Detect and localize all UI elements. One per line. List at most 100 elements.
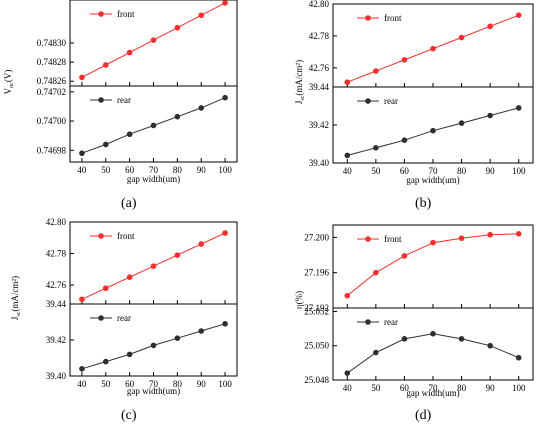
- data-point-rear: [102, 141, 109, 148]
- data-point-rear: [344, 152, 351, 159]
- data-point-rear: [401, 336, 408, 342]
- legend-marker-rear: [98, 97, 104, 103]
- x-tick-label: 60: [125, 165, 135, 175]
- data-point-front: [401, 253, 408, 259]
- legend-marker-front: [365, 15, 371, 21]
- y-tick-label: 42.78: [46, 249, 67, 259]
- y-tick-label: 0.74830: [37, 38, 67, 48]
- subplot-front: 27.192 27.196 27.200 front: [304, 224, 534, 313]
- legend-marker-rear: [365, 98, 371, 104]
- data-point-rear: [344, 370, 351, 376]
- data-point-front: [430, 45, 436, 52]
- x-tick-label: 70: [149, 165, 159, 175]
- legend-label-front: front: [384, 13, 402, 23]
- data-point-rear: [79, 150, 85, 157]
- y-tick-label: 39.42: [309, 120, 329, 130]
- data-point-rear: [174, 113, 181, 120]
- x-tick-label: 80: [457, 166, 467, 176]
- data-point-front: [430, 239, 436, 246]
- subplot-rear: 39.40 39.42 39.44 rear: [46, 299, 238, 381]
- data-point-rear: [458, 336, 465, 342]
- data-point-front: [102, 62, 109, 68]
- legend-label-rear: rear: [117, 95, 131, 105]
- data-point-rear: [150, 122, 157, 129]
- x-tick-label: 90: [197, 165, 207, 175]
- subplot-rear: 39.40 39.42 39.44 rear: [309, 82, 534, 168]
- x-tick-label: 50: [101, 165, 111, 175]
- data-point-rear: [198, 105, 205, 111]
- legend-label-front: front: [384, 234, 402, 244]
- subplot-front: 42.76 42.78 42.80 front: [46, 217, 238, 305]
- data-point-rear: [458, 120, 465, 126]
- y-tick-label: 0.74702: [37, 87, 66, 97]
- data-point-rear: [515, 354, 522, 361]
- y-tick-label: 39.44: [46, 299, 67, 309]
- data-point-rear: [126, 131, 133, 138]
- y-tick-label: 25.050: [304, 341, 329, 351]
- data-point-front: [487, 231, 493, 238]
- y-tick-label: 39.40: [46, 371, 67, 381]
- data-point-front: [150, 263, 157, 269]
- subplot-rear: 0.74698 0.74700 0.74702 rear: [37, 85, 238, 163]
- x-tick-label: 80: [173, 379, 183, 389]
- data-point-rear: [198, 328, 205, 334]
- y-tick-label: 27.196: [304, 268, 329, 278]
- data-point-rear: [515, 105, 522, 111]
- x-tick-label: 80: [457, 383, 467, 393]
- y-tick-label: 25.048: [304, 375, 329, 385]
- data-point-front: [79, 296, 85, 303]
- legend-marker-front: [98, 11, 104, 17]
- data-point-front: [174, 252, 181, 258]
- x-tick-label: 90: [197, 379, 207, 389]
- x-axis-label: gap width(um): [127, 386, 180, 396]
- data-point-rear: [222, 321, 228, 327]
- y-tick-label: 0.74698: [37, 145, 67, 155]
- series-line-rear: [347, 333, 519, 374]
- x-axis-label: gap width(um): [406, 175, 459, 185]
- chart-panel-d: 27.192 27.196 27.200 front 25.048 25.050 25.05…: [294, 224, 534, 398]
- panel-label-c: (c): [121, 408, 137, 423]
- data-point-rear: [222, 94, 228, 101]
- x-tick-label: 100: [218, 379, 232, 389]
- data-point-front: [344, 79, 351, 86]
- data-point-rear: [150, 342, 157, 349]
- data-point-rear: [126, 351, 133, 358]
- data-point-front: [102, 285, 109, 292]
- legend-marker-front: [98, 233, 104, 239]
- y-tick-label: 0.74828: [37, 57, 67, 67]
- legend-label-front: front: [117, 231, 135, 241]
- data-point-front: [174, 24, 181, 31]
- data-point-front: [401, 57, 408, 63]
- chart-panel-c: 42.76 42.78 42.80 front 39.40 39.42 39.44 rear 4…: [10, 217, 238, 396]
- data-point-rear: [487, 112, 493, 119]
- data-point-rear: [373, 349, 379, 356]
- y-tick-label: 39.42: [46, 335, 66, 345]
- plot-frame: [69, 0, 238, 87]
- x-axis-label: gap width(um): [406, 388, 459, 398]
- x-tick-label: 80: [173, 165, 183, 175]
- data-point-front: [373, 269, 379, 276]
- data-point-rear: [373, 145, 379, 151]
- data-point-front: [222, 0, 228, 6]
- data-point-front: [515, 231, 522, 237]
- panel-label-b: (b): [415, 196, 432, 211]
- data-point-front: [222, 230, 228, 236]
- x-tick-label: 90: [486, 166, 496, 176]
- legend-marker-rear: [98, 315, 104, 321]
- data-point-front: [150, 37, 157, 43]
- data-point-rear: [102, 358, 109, 365]
- x-tick-label: 40: [343, 383, 353, 393]
- y-tick-label: 42.80: [46, 217, 67, 227]
- legend-marker-rear: [365, 319, 371, 325]
- data-point-rear: [174, 335, 181, 342]
- y-tick-label: 27.192: [304, 303, 329, 313]
- data-point-rear: [487, 342, 493, 349]
- subplot-front: 42.76 42.78 42.80 front: [309, 0, 534, 88]
- x-axis-label: gap width(um): [127, 174, 180, 184]
- plot-frame: [332, 3, 534, 88]
- chart-panel-a: 0.74826 0.74828 0.74830 front 0.74698 0.74700…: [3, 0, 238, 184]
- data-point-front: [373, 68, 379, 74]
- x-tick-label: 100: [512, 383, 526, 393]
- y-axis-label: Jsc(mA/cm²): [10, 276, 22, 320]
- data-point-front: [126, 274, 133, 280]
